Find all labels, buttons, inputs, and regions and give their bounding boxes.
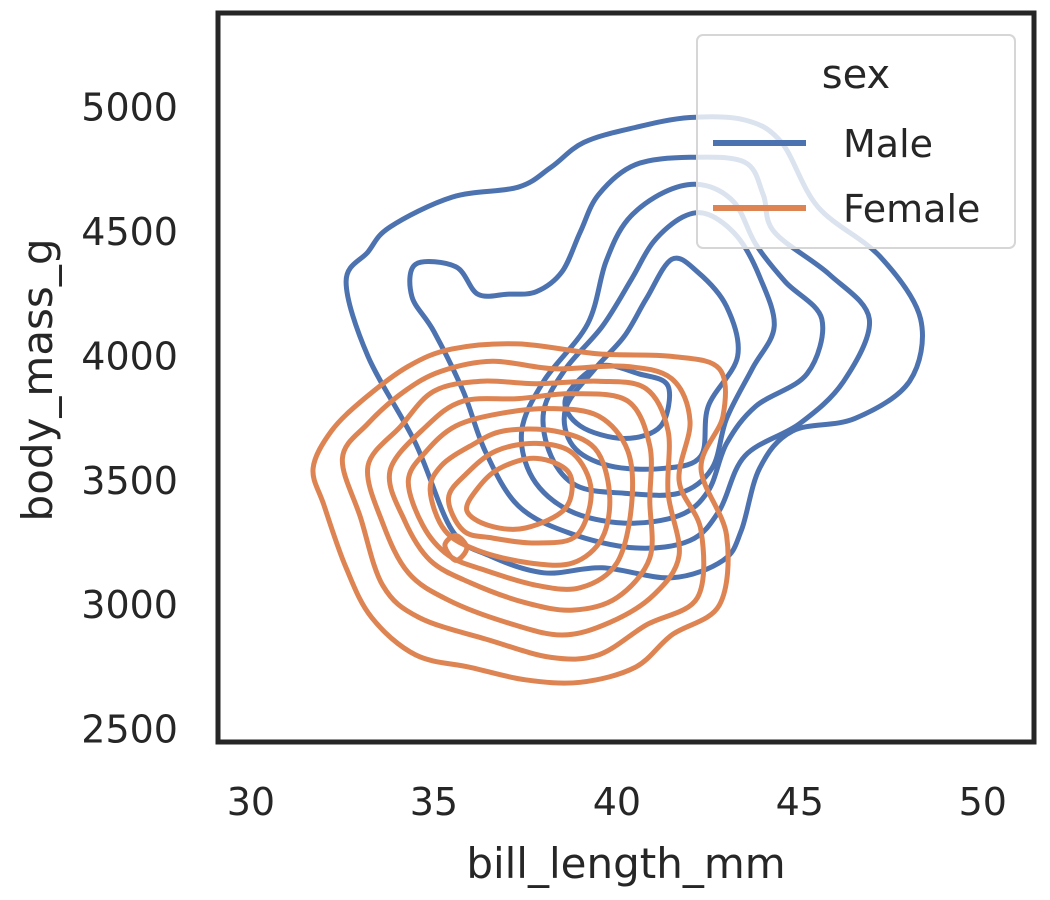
female-contour-group	[310, 341, 731, 686]
y-axis-label: body_mass_g	[13, 239, 62, 522]
contour-male-level-6	[562, 362, 673, 441]
contour-male-level-2	[407, 154, 872, 551]
y-tick-label-4000: 4000	[81, 334, 178, 378]
x-tick-label-45: 45	[776, 780, 824, 824]
y-tick-labels: 2500 3000 3500 4000 4500 5000	[81, 86, 178, 752]
plot-frame	[215, 10, 1037, 745]
x-axis-label: bill_length_mm	[466, 839, 785, 888]
y-tick-label-4500: 4500	[81, 210, 178, 254]
contour-female-level-6	[427, 426, 613, 568]
contour-female-level-9	[442, 533, 470, 563]
y-tick-label-5000: 5000	[81, 86, 178, 130]
x-tick-label-30: 30	[227, 780, 275, 824]
legend-label-female: Female	[843, 187, 980, 231]
x-tick-label-40: 40	[593, 780, 641, 824]
contour-female-level-8	[464, 455, 575, 532]
legend-title: sex	[822, 52, 890, 98]
y-tick-label-2500: 2500	[81, 708, 178, 752]
y-tick-label-3500: 3500	[81, 459, 178, 503]
legend: sex Male Female	[696, 34, 1016, 249]
contour-female-level-3	[365, 378, 682, 638]
contour-female-level-2	[339, 358, 707, 662]
contour-female-level-7	[446, 440, 594, 546]
contour-female-level-4	[386, 391, 655, 613]
x-tick-labels: 30 35 40 45 50	[227, 780, 1007, 824]
x-tick-label-35: 35	[410, 780, 458, 824]
contour-female-level-1	[310, 341, 731, 686]
legend-box	[696, 34, 1016, 249]
legend-label-male: Male	[843, 122, 933, 166]
y-tick-label-3000: 3000	[81, 583, 178, 627]
x-tick-label-50: 50	[959, 780, 1007, 824]
